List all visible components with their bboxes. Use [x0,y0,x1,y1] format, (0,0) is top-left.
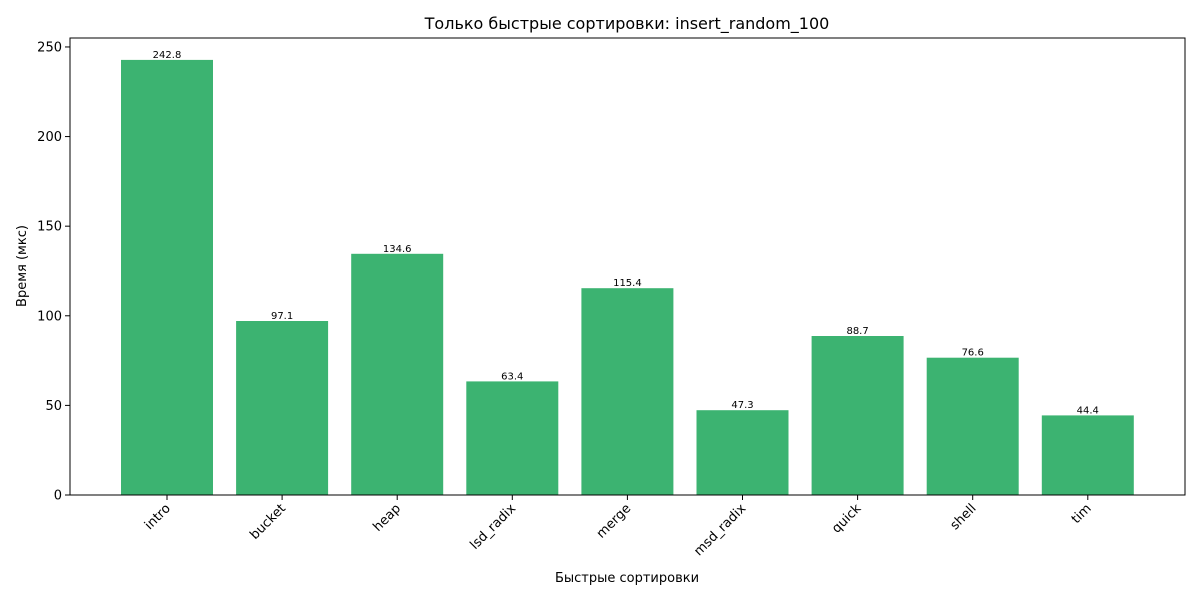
x-tick-label-heap: heap [370,501,404,535]
x-tick-label-msd_radix: msd_radix [691,501,749,559]
data-label-lsd_radix: 63.4 [501,371,523,382]
data-label-tim: 44.4 [1077,405,1099,416]
bar-merge [581,288,674,495]
data-label-intro: 242.8 [153,50,182,61]
y-tick-label: 0 [54,489,62,504]
data-labels-layer: 242.8 97.1 134.6 63.4 115.4 47.3 88.7 76.6 44.4 [153,50,1099,416]
data-label-quick: 88.7 [846,326,868,337]
x-tick-label-lsd_radix: lsd_radix [467,501,519,553]
bar-shell [926,357,1019,495]
x-tick-label-intro: intro [142,501,174,533]
bar-msd_radix [696,410,789,495]
y-axis-title: Время (мкс) [15,225,30,307]
x-axis-title: Быстрые сортировки [555,571,699,586]
x-axis: intro bucket heap lsd_radix merge msd_radix qu… [142,495,1095,559]
data-label-heap: 134.6 [383,244,412,255]
data-label-shell: 76.6 [962,348,984,359]
y-tick-label: 100 [37,309,62,324]
y-axis: 0 50 100 150 200 250 [37,40,70,504]
bar-quick [811,336,904,495]
bar-intro [121,59,213,496]
y-tick-label: 150 [37,220,62,235]
data-label-bucket: 97.1 [271,311,293,322]
bars-layer [121,59,1134,496]
data-label-merge: 115.4 [613,278,642,289]
x-tick-label-bucket: bucket [247,501,289,543]
bar-bucket [236,321,329,495]
y-tick-label: 250 [37,40,62,55]
y-tick-label: 50 [45,399,62,414]
bar-lsd_radix [466,381,559,495]
x-tick-label-tim: tim [1069,501,1095,527]
y-tick-label: 200 [37,130,62,145]
bar-heap [351,253,444,495]
bar-tim [1041,415,1134,495]
x-tick-label-quick: quick [829,501,865,537]
data-label-msd_radix: 47.3 [731,400,753,411]
x-tick-label-shell: shell [948,501,980,533]
chart-title: Только быстрые сортировки: insert_random… [424,14,830,34]
x-tick-label-merge: merge [594,501,634,541]
